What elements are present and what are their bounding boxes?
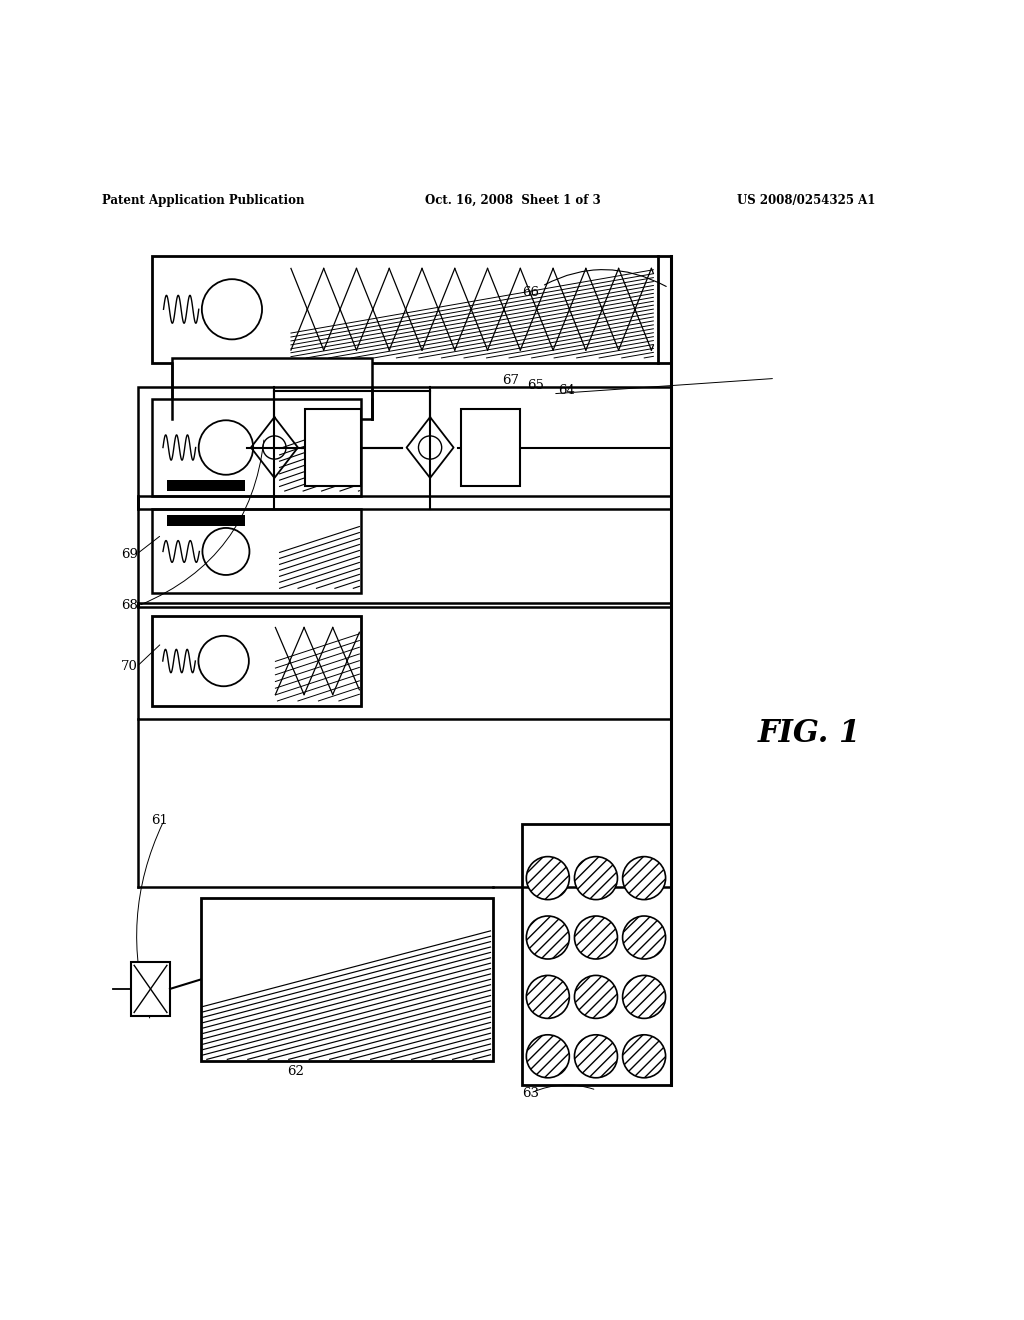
Text: 67: 67 bbox=[502, 374, 519, 387]
Circle shape bbox=[574, 975, 617, 1019]
Bar bbox=[167, 515, 245, 525]
Text: 66: 66 bbox=[522, 269, 667, 300]
Circle shape bbox=[623, 975, 666, 1019]
Bar bbox=[131, 962, 170, 1015]
Circle shape bbox=[526, 975, 569, 1019]
Bar bbox=[138, 496, 671, 607]
Circle shape bbox=[574, 1035, 617, 1078]
Circle shape bbox=[574, 916, 617, 960]
Circle shape bbox=[526, 1035, 569, 1078]
Circle shape bbox=[526, 857, 569, 900]
Text: 68: 68 bbox=[121, 599, 137, 611]
Circle shape bbox=[574, 857, 617, 900]
Text: Patent Application Publication: Patent Application Publication bbox=[102, 194, 305, 207]
Circle shape bbox=[623, 1035, 666, 1078]
Text: 64: 64 bbox=[558, 384, 574, 397]
Text: 63: 63 bbox=[522, 1088, 540, 1101]
Bar bbox=[172, 358, 372, 420]
Bar bbox=[152, 616, 361, 706]
Text: 61: 61 bbox=[152, 814, 168, 826]
Text: 70: 70 bbox=[121, 660, 137, 673]
Bar bbox=[152, 256, 658, 363]
Bar bbox=[461, 409, 520, 487]
Bar bbox=[305, 409, 361, 487]
Bar bbox=[152, 399, 361, 496]
Circle shape bbox=[526, 916, 569, 960]
Bar bbox=[138, 603, 671, 719]
Bar bbox=[152, 510, 361, 594]
Circle shape bbox=[623, 916, 666, 960]
Text: US 2008/0254325 A1: US 2008/0254325 A1 bbox=[737, 194, 876, 207]
Bar bbox=[167, 479, 245, 491]
Bar bbox=[201, 898, 493, 1061]
Bar bbox=[138, 387, 671, 510]
Bar bbox=[522, 824, 671, 1085]
Text: Oct. 16, 2008  Sheet 1 of 3: Oct. 16, 2008 Sheet 1 of 3 bbox=[425, 194, 601, 207]
Circle shape bbox=[623, 857, 666, 900]
Text: FIG. 1: FIG. 1 bbox=[758, 718, 861, 748]
Text: 62: 62 bbox=[287, 1065, 303, 1077]
Text: 69: 69 bbox=[121, 548, 138, 561]
Text: 65: 65 bbox=[527, 379, 544, 392]
